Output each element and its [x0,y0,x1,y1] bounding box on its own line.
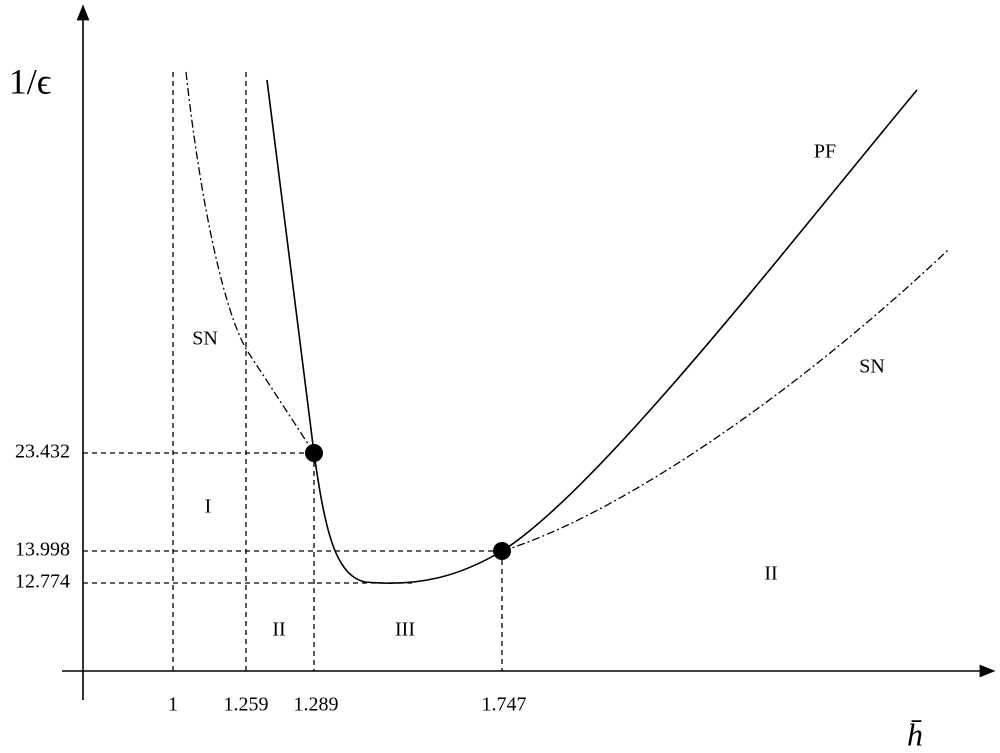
region-label: I [205,496,212,518]
y-tick-label: 13.998 [15,539,70,561]
sn-curve [501,249,949,552]
x-tick-label: 1.289 [294,694,339,716]
y-tick-label: 12.774 [15,571,70,593]
y-tick-label: 23.432 [15,441,70,463]
point [305,444,323,462]
y-axis-label: 1/ϵ [9,61,52,101]
x-tick-label: 1.259 [224,694,269,716]
x-axis-label: h̄ [907,716,923,752]
curve-label: SN [859,356,885,378]
curve-label: PF [814,141,836,163]
curve-label: SN [192,328,218,350]
region-label: III [395,619,415,641]
x-tick-label: 1 [168,694,178,716]
point [493,542,511,560]
sn-curve [185,71,315,454]
x-tick-label: 1.747 [482,694,527,716]
region-label: II [764,563,777,585]
region-label: II [272,619,285,641]
